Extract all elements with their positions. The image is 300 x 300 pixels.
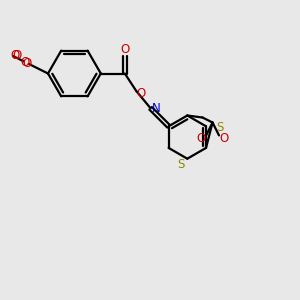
Text: O: O [197,132,206,145]
Text: S: S [177,158,184,171]
Text: S: S [216,121,224,134]
Text: O: O [219,132,228,145]
Text: O: O [23,57,32,70]
Text: O: O [120,43,129,56]
Text: O: O [13,49,22,62]
Text: N: N [152,102,160,115]
Text: O: O [136,87,146,101]
Text: O: O [10,49,19,62]
Text: O: O [20,56,30,69]
